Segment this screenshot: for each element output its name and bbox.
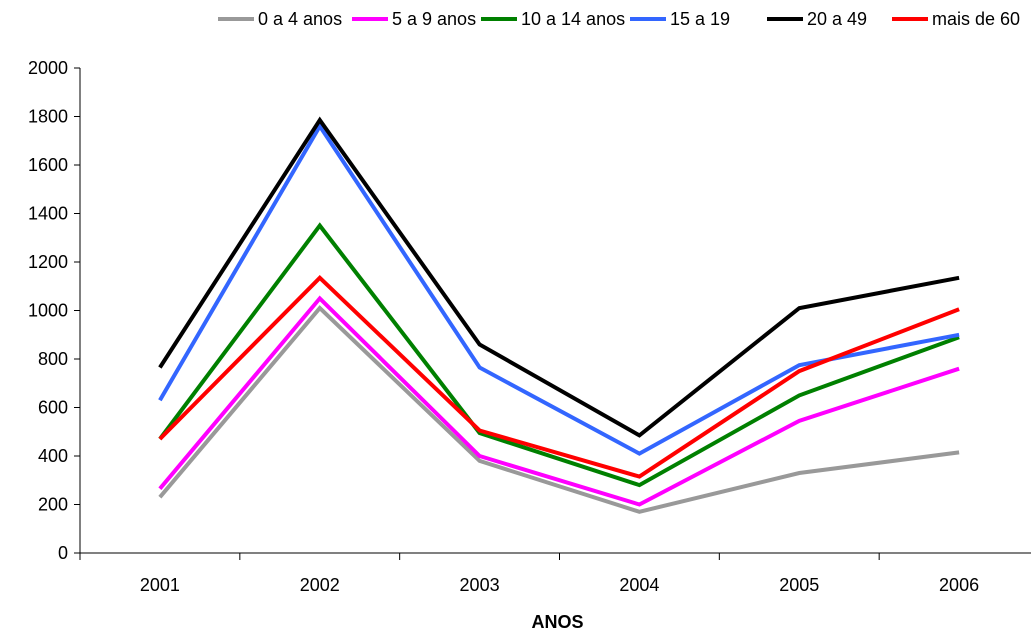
series-line [158, 274, 960, 479]
legend-label: 15 a 19 [670, 8, 731, 29]
legend-swatch [352, 17, 388, 21]
x-tick-label: 2005 [779, 575, 819, 595]
y-tick-label: 1400 [28, 204, 68, 224]
series-line [158, 222, 960, 488]
x-tick-label: 2006 [939, 575, 979, 595]
legend-swatch [892, 17, 928, 21]
legend-item: 0 a 4 anos [218, 6, 342, 32]
y-tick-label: 600 [38, 398, 68, 418]
legend-label: 5 a 9 anos [392, 8, 477, 29]
y-tick-label: 1600 [28, 155, 68, 175]
series-line [158, 305, 960, 514]
x-axis-label: ANOS [531, 612, 583, 632]
legend-swatch [767, 17, 803, 21]
legend-swatch [630, 17, 666, 21]
legend-item: 20 a 49 [767, 6, 867, 32]
chart-series-group [158, 116, 960, 514]
y-tick-label: 200 [38, 495, 68, 515]
x-tick-label: 2001 [140, 575, 180, 595]
series-line [158, 116, 960, 438]
series-line [158, 295, 960, 507]
legend-label: mais de 60 [932, 8, 1021, 29]
legend-swatch [218, 17, 254, 21]
y-tick-label: 2000 [28, 58, 68, 78]
legend-label: 0 a 4 anos [258, 8, 343, 29]
y-tick-label: 400 [38, 446, 68, 466]
legend-label: 20 a 49 [807, 8, 868, 29]
x-tick-label: 2002 [300, 575, 340, 595]
x-tick-label: 2004 [619, 575, 659, 595]
legend-item: 15 a 19 [630, 6, 730, 32]
y-tick-label: 0 [58, 543, 68, 563]
legend-swatch [481, 17, 517, 21]
legend-item: 5 a 9 anos [352, 6, 476, 32]
legend-label: 10 a 14 anos [521, 8, 626, 29]
legend-item: 10 a 14 anos [481, 6, 625, 32]
y-tick-label: 1800 [28, 107, 68, 127]
series-line [158, 122, 960, 456]
y-tick-label: 800 [38, 349, 68, 369]
chart-legend: 0 a 4 anos 5 a 9 anos 10 a 14 anos 15 a 19 2… [0, 6, 1031, 32]
y-tick-label: 1000 [28, 301, 68, 321]
x-tick-label: 2003 [460, 575, 500, 595]
legend-item: mais de 60 [892, 6, 1020, 32]
chart-axes: 0 200 400 600 800 1000 1200 1400 1600 1800 2000 200… [28, 58, 1031, 595]
y-tick-label: 1200 [28, 252, 68, 272]
